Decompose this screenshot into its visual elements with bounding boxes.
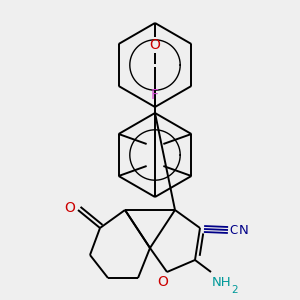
Text: F: F bbox=[151, 88, 159, 102]
Text: 2: 2 bbox=[232, 285, 238, 295]
Text: C: C bbox=[230, 224, 238, 236]
Text: N: N bbox=[239, 224, 249, 236]
Text: O: O bbox=[150, 38, 160, 52]
Text: O: O bbox=[158, 275, 168, 289]
Text: NH: NH bbox=[212, 277, 232, 290]
Text: O: O bbox=[64, 201, 75, 215]
